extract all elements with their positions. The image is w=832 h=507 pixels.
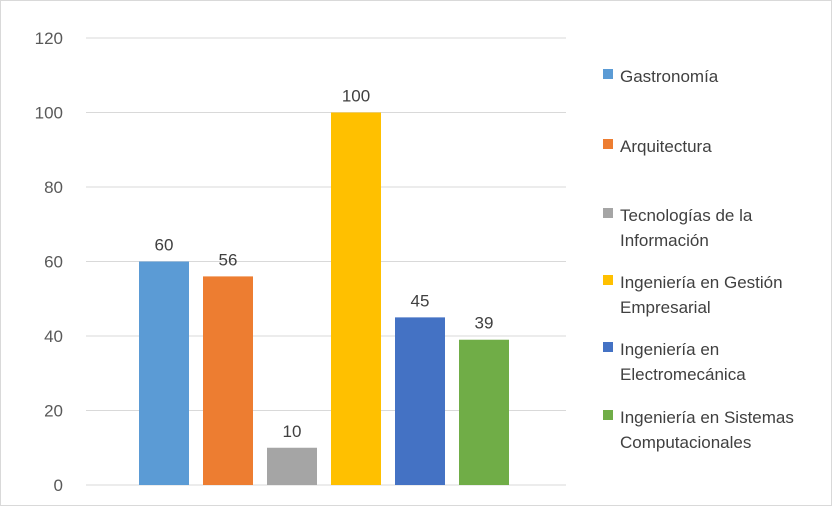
y-tick-label: 120 [35, 29, 63, 48]
legend-label: Electromecánica [620, 365, 746, 384]
legend-label: Empresarial [620, 298, 711, 317]
legend-label: Gastronomía [620, 67, 719, 86]
y-tick-label: 40 [44, 327, 63, 346]
legend-swatch [603, 410, 613, 420]
legend-label: Ingeniería en [620, 340, 719, 359]
legend-item: Arquitectura [603, 137, 712, 156]
bars [139, 112, 509, 485]
legend-label: Ingeniería en Sistemas [620, 408, 794, 427]
data-label: 100 [342, 87, 370, 106]
legend-label: Tecnologías de la [620, 206, 753, 225]
y-tick-label: 60 [44, 253, 63, 272]
bar [459, 339, 509, 485]
legend-label: Computacionales [620, 433, 751, 452]
legend-item: Ingeniería en Gestión Empresarial [603, 273, 783, 317]
bar [267, 447, 317, 485]
legend-item: Tecnologías de la Información [603, 206, 753, 250]
data-label: 60 [155, 236, 174, 255]
legend-swatch [603, 139, 613, 149]
legend-swatch [603, 69, 613, 79]
legend-label: Arquitectura [620, 137, 712, 156]
data-label: 10 [283, 422, 302, 441]
y-tick-label: 100 [35, 104, 63, 123]
legend-item: Gastronomía [603, 67, 719, 86]
legend-item: Ingeniería en Electromecánica [603, 340, 746, 384]
bar [395, 317, 445, 485]
bar [203, 276, 253, 485]
data-labels: 60 56 10 100 45 39 [155, 87, 494, 441]
bar [139, 261, 189, 485]
legend-swatch [603, 208, 613, 218]
data-label: 39 [475, 314, 494, 333]
data-label: 56 [219, 250, 238, 269]
legend: Gastronomía Arquitectura Tecnologías de la… [603, 67, 794, 452]
y-tick-label: 0 [54, 476, 63, 495]
y-axis-ticks: 0 20 40 60 80 100 120 [35, 29, 63, 495]
bar [331, 112, 381, 485]
data-label: 45 [411, 291, 430, 310]
legend-label: Ingeniería en Gestión [620, 273, 783, 292]
y-tick-label: 80 [44, 178, 63, 197]
legend-item: Ingeniería en Sistemas Computacionales [603, 408, 794, 452]
legend-label: Información [620, 231, 709, 250]
y-tick-label: 20 [44, 402, 63, 421]
legend-swatch [603, 275, 613, 285]
legend-swatch [603, 342, 613, 352]
